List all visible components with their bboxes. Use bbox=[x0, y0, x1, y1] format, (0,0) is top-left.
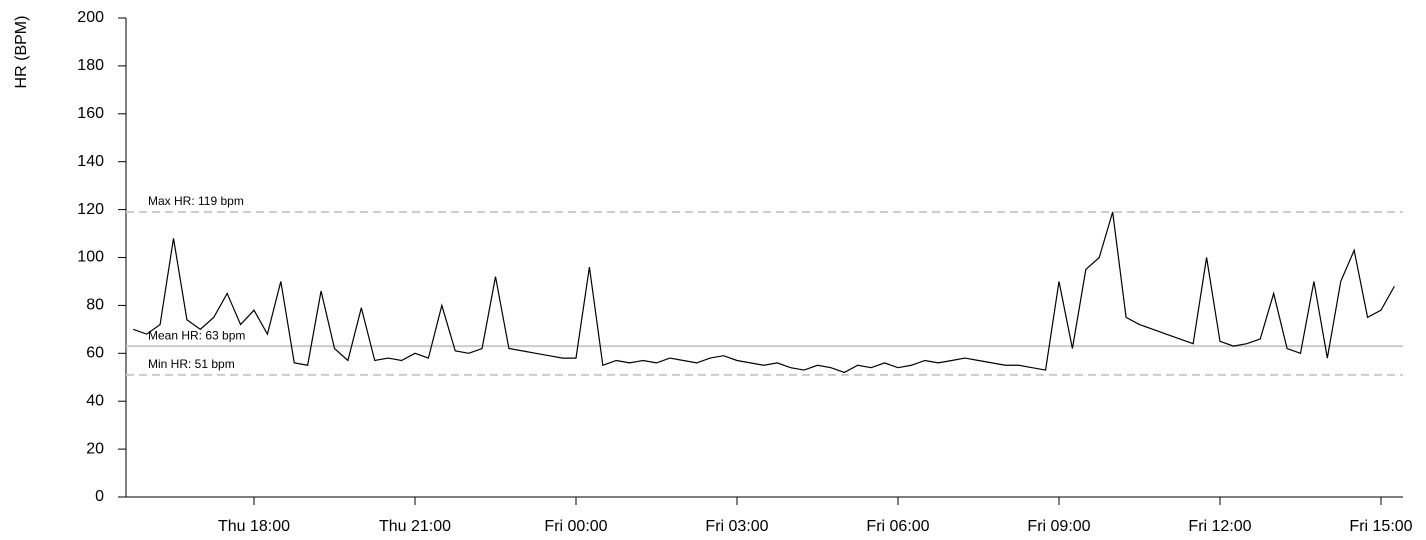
reference-label: Min HR: 51 bpm bbox=[148, 357, 235, 371]
reference-label: Max HR: 119 bpm bbox=[148, 194, 244, 208]
y-tick-label: 180 bbox=[77, 57, 104, 74]
y-tick-label: 100 bbox=[77, 249, 104, 266]
y-tick-label: 200 bbox=[77, 9, 104, 26]
x-tick-label: Fri 03:00 bbox=[705, 518, 768, 535]
y-tick-label: 140 bbox=[77, 153, 104, 170]
hr-line bbox=[133, 211, 1395, 374]
x-tick-label: Fri 12:00 bbox=[1188, 518, 1251, 535]
x-tick-label: Thu 21:00 bbox=[379, 518, 451, 535]
x-tick-label: Fri 06:00 bbox=[866, 518, 929, 535]
x-tick-label: Fri 15:00 bbox=[1349, 518, 1412, 535]
y-tick-label: 80 bbox=[86, 297, 104, 314]
y-tick-label: 60 bbox=[86, 345, 104, 362]
y-axis-title: HR (BPM) bbox=[13, 16, 30, 89]
x-tick-label: Fri 00:00 bbox=[544, 518, 607, 535]
y-tick-label: 0 bbox=[95, 488, 104, 505]
reference-label: Mean HR: 63 bpm bbox=[148, 328, 245, 342]
y-tick-label: 120 bbox=[77, 201, 104, 218]
y-tick-label: 160 bbox=[77, 105, 104, 122]
x-tick-label: Fri 09:00 bbox=[1027, 518, 1090, 535]
x-tick-label: Thu 18:00 bbox=[218, 518, 290, 535]
y-tick-label: 40 bbox=[86, 392, 104, 409]
y-tick-label: 20 bbox=[86, 440, 104, 457]
